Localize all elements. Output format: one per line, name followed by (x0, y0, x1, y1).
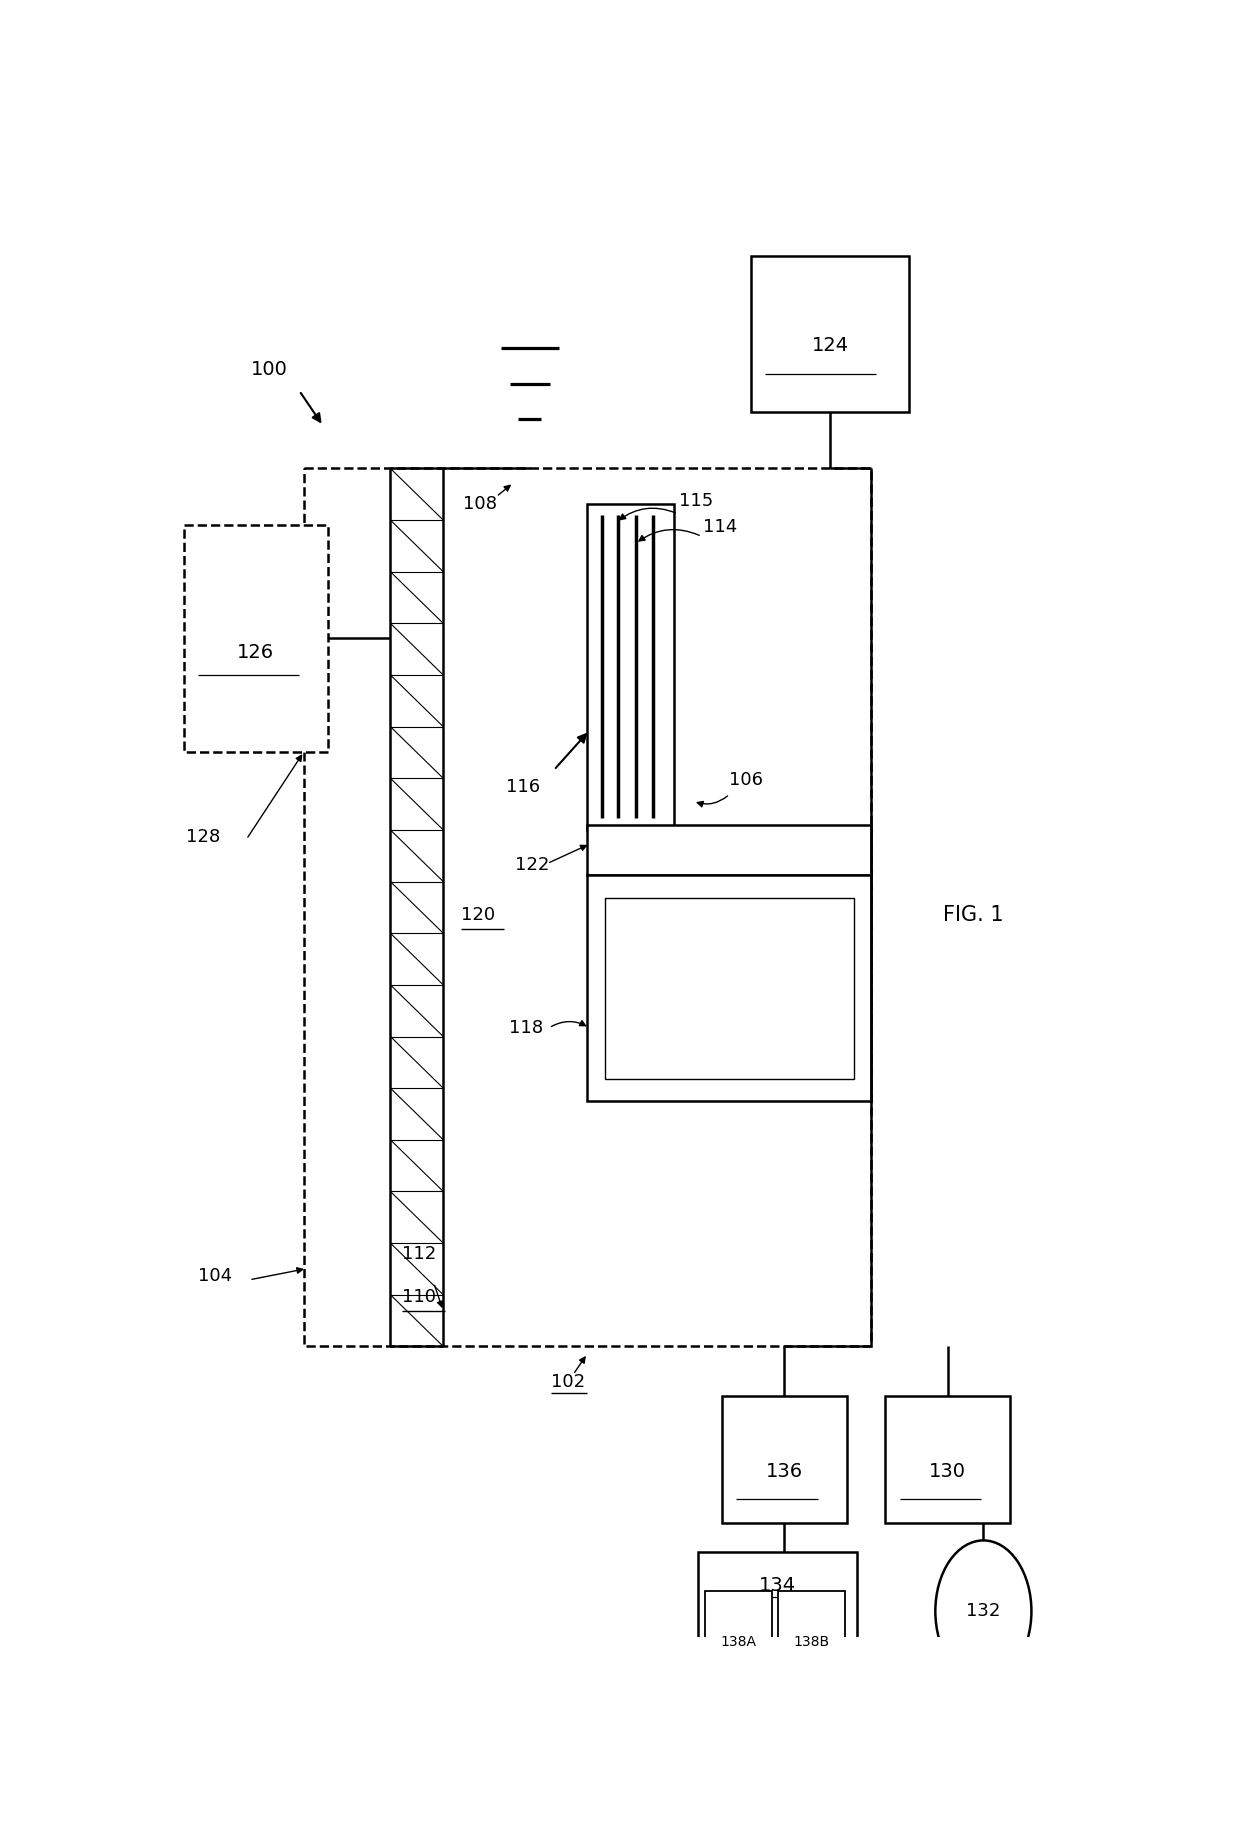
Bar (605, 897, 853, 1079)
Text: 120: 120 (460, 905, 495, 923)
Text: 136: 136 (766, 1462, 804, 1480)
Text: 112: 112 (402, 1245, 436, 1263)
Bar (588, 504, 675, 829)
Text: 138B: 138B (794, 1635, 830, 1650)
Bar (184, 526, 327, 752)
Text: 116: 116 (506, 778, 539, 796)
Bar (588, 875, 870, 1102)
Bar (885, 1396, 1011, 1523)
Text: 130: 130 (929, 1462, 966, 1480)
Bar (777, 1591, 844, 1694)
Bar (722, 1396, 847, 1523)
Text: 104: 104 (198, 1267, 232, 1285)
Text: 124: 124 (811, 337, 848, 355)
Text: 106: 106 (729, 771, 763, 789)
Text: 115: 115 (678, 493, 713, 509)
Bar (698, 1552, 857, 1708)
Text: 126: 126 (237, 644, 274, 662)
Text: 122: 122 (516, 855, 549, 874)
Bar (704, 1591, 773, 1694)
Text: 102: 102 (551, 1374, 585, 1390)
Text: 132: 132 (966, 1602, 1001, 1620)
Bar (751, 256, 909, 412)
Text: 134: 134 (759, 1576, 796, 1594)
Text: 108: 108 (463, 495, 496, 513)
Bar (304, 469, 870, 1346)
Text: 128: 128 (186, 828, 219, 846)
Text: 100: 100 (250, 360, 288, 379)
Text: 118: 118 (508, 1019, 543, 1037)
Text: 110: 110 (402, 1287, 436, 1306)
Text: 114: 114 (703, 517, 737, 535)
Text: FIG. 1: FIG. 1 (942, 905, 1003, 925)
Bar (588, 826, 870, 875)
Circle shape (935, 1541, 1032, 1683)
Text: 138A: 138A (720, 1635, 756, 1650)
